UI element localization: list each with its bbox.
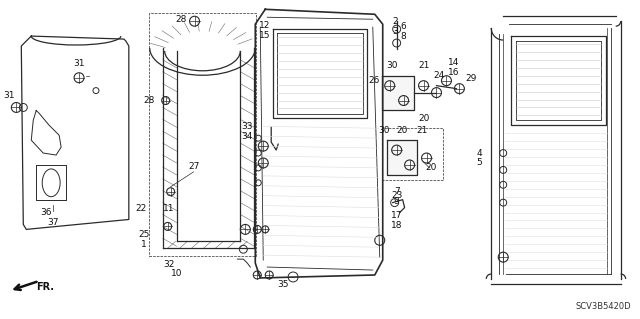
Polygon shape [381,76,413,110]
Text: SCV3B5420D: SCV3B5420D [575,302,630,311]
Text: 35: 35 [277,280,289,289]
Text: 31: 31 [74,59,85,68]
Text: 28: 28 [175,15,186,24]
Text: 12: 12 [259,21,270,30]
Text: 23: 23 [391,191,403,200]
Text: 3: 3 [392,26,397,36]
Text: 2: 2 [392,17,397,26]
Text: 17: 17 [391,211,403,220]
Text: 18: 18 [391,221,403,230]
Text: 29: 29 [466,74,477,83]
Text: 24: 24 [434,71,445,80]
Text: 28: 28 [143,96,154,105]
Text: 6: 6 [401,22,406,31]
Text: 21: 21 [416,126,428,135]
Text: 20: 20 [426,163,437,173]
Text: 10: 10 [171,270,182,278]
Text: 26: 26 [368,76,380,85]
Text: 8: 8 [401,32,406,41]
Text: 22: 22 [135,204,147,213]
Text: 16: 16 [447,68,459,77]
Text: 1: 1 [141,240,147,249]
Text: 4: 4 [477,149,482,158]
Text: 15: 15 [259,31,270,40]
Text: 27: 27 [188,162,199,171]
Text: 32: 32 [163,260,174,269]
Polygon shape [387,140,417,175]
Text: 33: 33 [241,122,253,131]
Text: 11: 11 [163,204,175,213]
Text: 37: 37 [47,218,59,227]
Text: 7: 7 [394,187,399,196]
Text: 20: 20 [418,114,429,123]
Text: 36: 36 [40,208,52,217]
Text: 31: 31 [4,91,15,100]
Text: 20: 20 [396,126,407,135]
Text: 25: 25 [138,230,150,239]
Text: FR.: FR. [36,282,54,292]
Text: 30: 30 [378,126,390,135]
Text: 30: 30 [386,61,397,70]
Text: 9: 9 [394,197,399,206]
Text: 5: 5 [476,159,482,167]
Text: 21: 21 [418,61,429,70]
Text: 14: 14 [448,58,459,67]
Text: 34: 34 [242,132,253,141]
